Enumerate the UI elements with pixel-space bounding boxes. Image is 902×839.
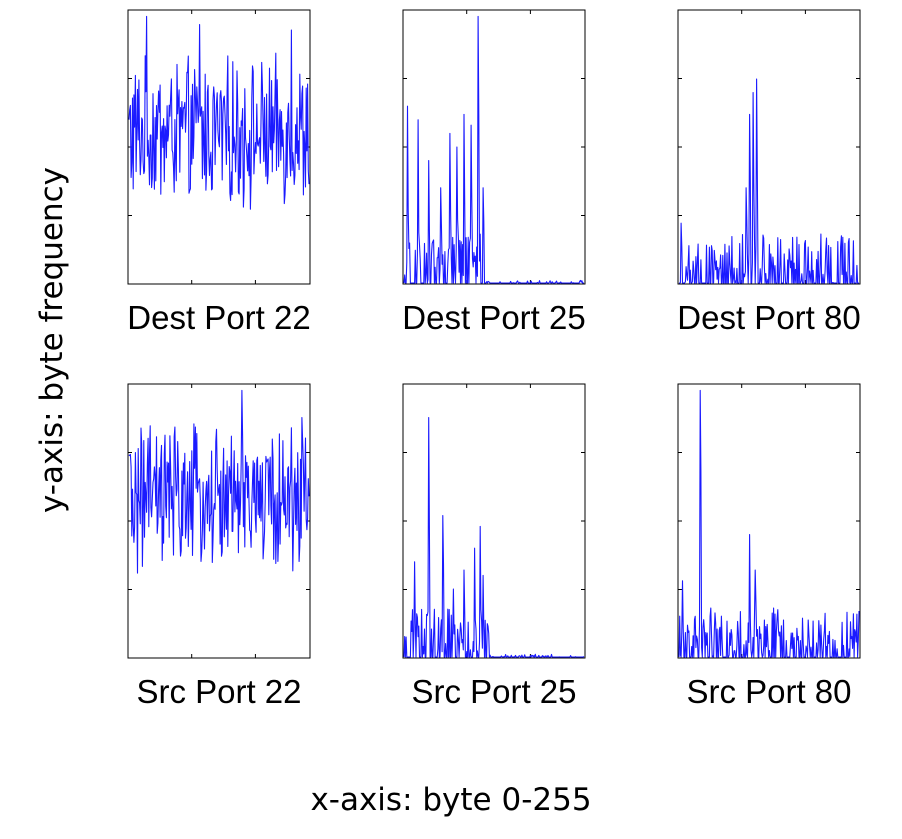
subplot-title: Dest Port 25	[402, 299, 585, 336]
plot-frame	[677, 383, 861, 659]
plot-frame	[402, 9, 586, 285]
subplot-title: Src Port 80	[686, 673, 851, 710]
x-axis-label: x-axis: byte 0-255	[310, 782, 592, 818]
plot-frame	[127, 383, 311, 659]
plot-frame	[402, 383, 586, 659]
subplot: Src Port 25	[402, 383, 586, 710]
series-line	[678, 389, 860, 658]
subplot-title: Src Port 22	[136, 673, 301, 710]
series-line	[679, 78, 859, 284]
series-line	[128, 15, 310, 210]
subplot-title: Dest Port 80	[677, 299, 860, 336]
subplot: Dest Port 22	[127, 9, 311, 336]
subplot: Src Port 80	[677, 383, 861, 710]
series-line	[128, 389, 310, 574]
subplot: Dest Port 25	[402, 9, 586, 336]
series-line	[403, 15, 584, 284]
subplot-title: Dest Port 22	[127, 299, 310, 336]
subplot: Src Port 22	[127, 383, 311, 710]
series-line	[403, 417, 585, 658]
subplot: Dest Port 80	[677, 9, 861, 336]
subplot-title: Src Port 25	[411, 673, 576, 710]
plot-frame	[677, 9, 861, 285]
